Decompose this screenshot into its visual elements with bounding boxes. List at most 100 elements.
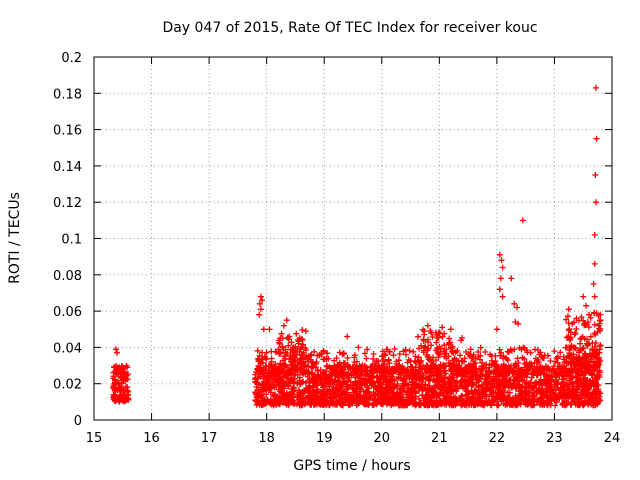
data-point xyxy=(566,347,573,354)
data-point xyxy=(591,330,598,337)
data-point xyxy=(557,349,564,356)
data-point xyxy=(522,369,529,376)
data-point xyxy=(424,347,431,354)
data-point xyxy=(426,386,433,392)
data-point xyxy=(471,387,478,394)
data-point xyxy=(110,384,116,391)
data-point xyxy=(322,401,329,408)
data-point xyxy=(270,402,277,409)
data-point xyxy=(391,345,398,352)
data-point xyxy=(495,402,502,409)
y-axis-label: ROTI / TECUs xyxy=(7,192,23,284)
data-point xyxy=(453,379,460,386)
data-point xyxy=(523,381,530,388)
data-point xyxy=(340,360,347,367)
data-point xyxy=(499,293,506,300)
data-point xyxy=(417,365,424,372)
data-point xyxy=(275,346,282,353)
data-point xyxy=(280,357,286,364)
data-point xyxy=(593,394,600,401)
data-point xyxy=(576,347,583,354)
data-point xyxy=(257,293,264,300)
data-point xyxy=(362,379,369,386)
data-point xyxy=(110,375,117,382)
data-point xyxy=(302,379,309,386)
data-point xyxy=(535,370,542,377)
data-point xyxy=(557,390,564,397)
data-point xyxy=(475,384,482,391)
data-point xyxy=(568,375,575,382)
data-point xyxy=(459,368,465,375)
data-point xyxy=(283,317,290,324)
data-point xyxy=(508,275,515,282)
data-point xyxy=(369,381,375,388)
data-point xyxy=(543,371,550,378)
data-point xyxy=(283,397,290,404)
data-point xyxy=(293,330,300,337)
data-point xyxy=(386,400,393,407)
data-point xyxy=(545,386,552,393)
data-point xyxy=(390,352,397,359)
data-point xyxy=(500,361,507,368)
data-point xyxy=(560,379,567,386)
data-point xyxy=(595,312,602,319)
data-point xyxy=(582,387,589,394)
data-point xyxy=(596,393,603,400)
data-point xyxy=(429,334,436,340)
data-point xyxy=(291,387,297,394)
data-point xyxy=(337,365,344,371)
data-point xyxy=(589,340,596,347)
data-point xyxy=(479,395,486,402)
data-point xyxy=(349,399,356,405)
data-point xyxy=(372,395,379,402)
data-point xyxy=(428,342,434,349)
data-point xyxy=(425,339,431,346)
data-point xyxy=(592,84,599,91)
data-point xyxy=(506,389,513,396)
data-point xyxy=(290,347,296,354)
data-point xyxy=(331,377,338,384)
data-point xyxy=(450,387,457,394)
data-point xyxy=(362,371,369,378)
data-point xyxy=(532,380,539,387)
data-point xyxy=(379,392,386,399)
data-point xyxy=(500,355,506,362)
data-point xyxy=(305,386,312,393)
data-point xyxy=(272,361,279,368)
data-point xyxy=(578,314,585,321)
data-point xyxy=(498,349,505,356)
data-point xyxy=(366,373,373,380)
data-point xyxy=(499,395,506,402)
data-point xyxy=(565,395,572,401)
data-point xyxy=(445,389,452,396)
data-point xyxy=(426,402,433,408)
data-point xyxy=(273,374,280,381)
data-point xyxy=(562,402,569,409)
data-point xyxy=(589,377,596,384)
data-point xyxy=(528,401,534,407)
data-point xyxy=(593,347,600,354)
data-point xyxy=(587,333,594,340)
data-point xyxy=(513,384,520,391)
data-point xyxy=(536,378,543,385)
x-tick-label: 15 xyxy=(86,431,103,446)
grid-lines xyxy=(94,57,612,420)
data-point xyxy=(450,401,457,408)
data-point xyxy=(336,349,343,356)
data-point xyxy=(565,306,572,313)
data-point xyxy=(415,333,421,340)
data-point xyxy=(407,358,414,364)
data-point xyxy=(306,376,313,383)
data-point xyxy=(412,381,419,388)
data-point xyxy=(386,394,393,401)
data-point xyxy=(269,369,276,376)
data-point xyxy=(112,395,119,402)
data-point xyxy=(579,361,586,368)
data-point xyxy=(252,371,259,378)
data-point xyxy=(449,386,456,393)
data-point xyxy=(357,396,364,403)
data-point xyxy=(496,346,503,353)
data-point xyxy=(423,388,430,394)
data-point xyxy=(504,357,511,364)
data-point xyxy=(282,362,289,369)
